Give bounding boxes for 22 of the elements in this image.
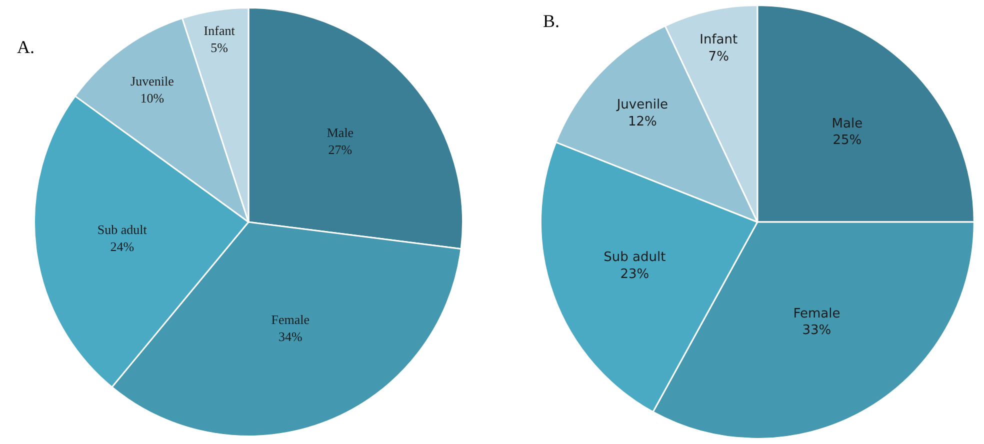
slice-label: Infant [204,23,236,38]
slice-label: Juvenile [130,74,174,89]
data-label: 7% [708,49,729,64]
data-label: 27% [328,142,352,157]
slice-label: Male [326,125,354,140]
slice-label: Sub adult [97,222,148,237]
data-label: 25% [832,133,862,148]
slice-label: Sub adult [604,250,666,266]
slice-label: Infant [700,32,738,48]
data-label: 23% [620,267,650,282]
data-label: 5% [210,40,228,55]
text: A. [17,37,34,57]
slice-label: Juvenile [616,98,668,113]
data-label: 34% [278,329,303,344]
data-label: 10% [140,90,164,106]
data-label: 33% [802,323,832,338]
data-label: 12% [628,114,657,130]
slice-label: Male [832,116,863,132]
slice-label: Female [271,312,310,328]
chart-title: B. [543,11,560,31]
data-label: 24% [110,238,134,254]
slice-label: Female [793,306,840,322]
